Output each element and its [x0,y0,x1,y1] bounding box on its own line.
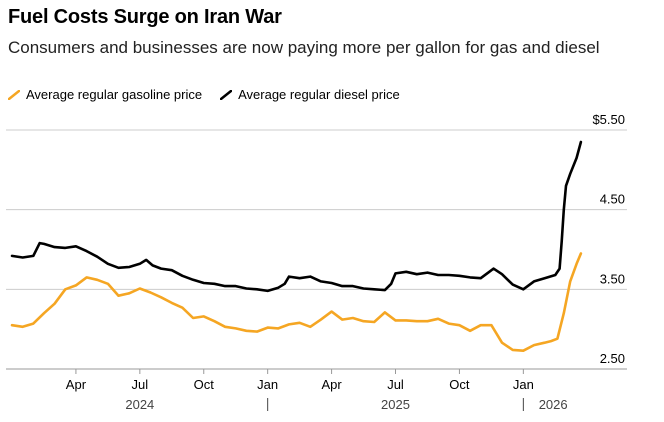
x-tick-label: Jul [387,377,404,392]
y-tick-label: 3.50 [600,271,625,286]
series-lines [10,140,583,353]
x-tick-label: Apr [321,377,342,392]
series-line-gasoline [10,252,583,353]
year-label: 2025 [381,397,410,412]
legend-swatch-diesel-icon [220,89,233,100]
x-tick-label: Jan [257,377,278,392]
legend-label-gasoline: Average regular gasoline price [26,87,203,102]
y-axis-labels: $5.50 4.50 3.50 2.50 [592,112,625,366]
y-tick-label: $5.50 [592,112,625,127]
year-label: 2026 [539,397,568,412]
y-tick-label: 2.50 [600,351,625,366]
x-tick-label: Oct [194,377,215,392]
gridlines [6,129,627,290]
legend: Average regular gasoline price Average r… [8,87,418,102]
series-line-diesel [10,140,583,293]
year-label: 2024 [125,397,154,412]
x-tick-label: Apr [66,377,87,392]
chart-title: Fuel Costs Surge on Iran War [8,6,282,28]
x-axis: Apr Jul Oct Jan Apr Jul Oct Jan 2024 2025 2026 [6,368,627,412]
chart-subtitle: Consumers and businesses are now paying … [8,38,600,57]
y-tick-label: 4.50 [600,192,625,207]
x-tick-label: Jan [513,377,534,392]
legend-label-diesel: Average regular diesel price [238,87,400,102]
legend-swatch-gasoline-icon [8,89,20,100]
legend-item-gasoline: Average regular gasoline price [8,87,202,102]
x-tick-label: Jul [132,377,149,392]
x-tick-label: Oct [449,377,470,392]
legend-item-diesel: Average regular diesel price [220,87,400,102]
